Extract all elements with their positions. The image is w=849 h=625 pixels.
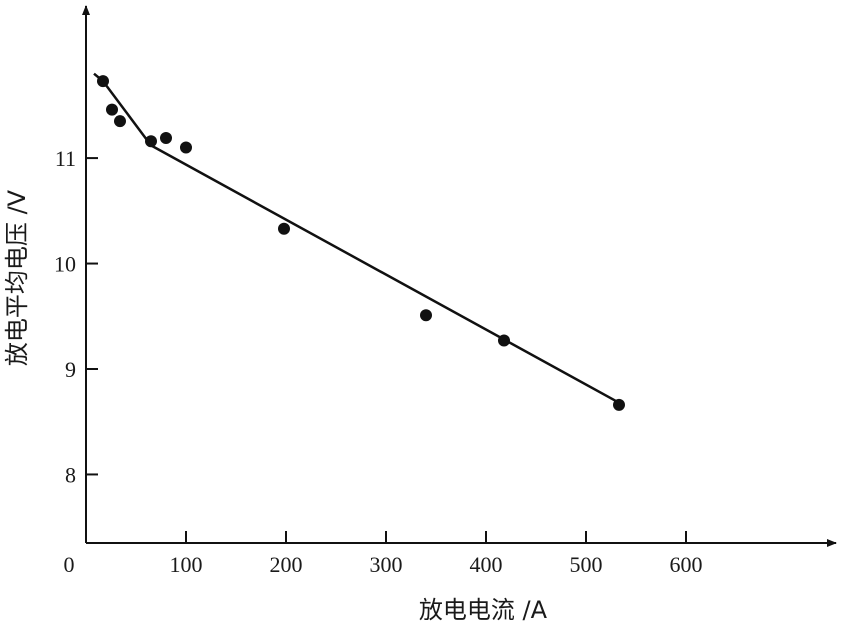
data-point (114, 115, 126, 128)
x-tick-label: 200 (270, 552, 303, 577)
x-tick-label: 400 (470, 552, 503, 577)
y-ticks: 8 9 10 11 (54, 146, 98, 487)
y-tick-label: 11 (55, 146, 76, 171)
data-point (613, 398, 625, 411)
data-point (278, 222, 290, 235)
data-points (97, 75, 625, 411)
data-point (160, 132, 172, 145)
data-point (97, 75, 109, 88)
data-point (145, 135, 157, 148)
data-point (180, 141, 192, 154)
data-point (498, 334, 510, 347)
x-tick-label: 100 (170, 552, 203, 577)
y-tick-label: 9 (65, 357, 76, 382)
y-tick-label: 10 (54, 252, 76, 277)
x-tick-label: 500 (570, 552, 603, 577)
y-axis-title: 放电平均电压 /V (3, 189, 31, 366)
y-tick-label: 8 (65, 462, 76, 487)
x-tick-label: 300 (370, 552, 403, 577)
fit-line (93, 72, 620, 404)
x-axis-title: 放电电流 /A (419, 596, 548, 624)
origin-label: 0 (64, 552, 75, 577)
x-tick-label: 600 (670, 552, 703, 577)
data-point (106, 103, 118, 116)
data-point (420, 309, 432, 322)
x-ticks: 100 200 300 400 500 600 (170, 531, 703, 577)
